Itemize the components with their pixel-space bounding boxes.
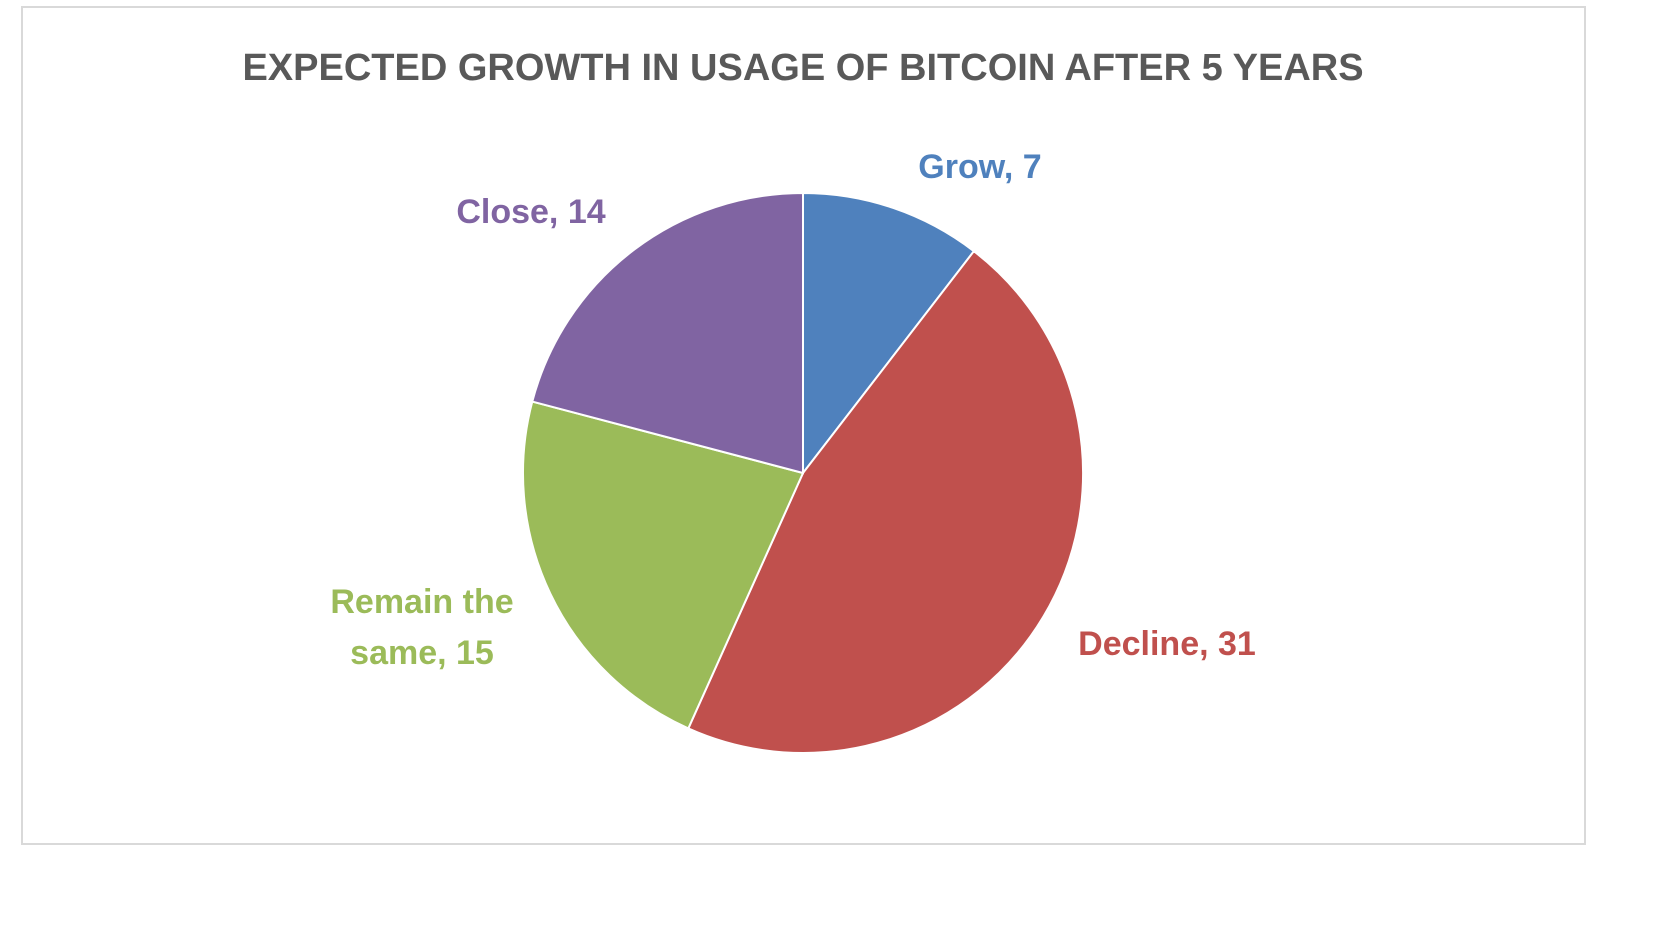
data-label-decline: Decline, 31 [1078,625,1256,663]
data-label-line: Grow, 7 [918,148,1041,186]
chart-title: EXPECTED GROWTH IN USAGE OF BITCOIN AFTE… [242,47,1363,89]
data-label-remain-the-same: Remain the same, 15 [330,583,513,672]
data-label-line: Remain the [330,583,513,621]
pie-slice-remain-the-same [522,400,805,730]
pie-slice-close [531,191,804,475]
pie-slice-grow [802,191,976,476]
data-label-grow: Grow, 7 [918,148,1041,186]
data-label-line: Close, 14 [456,193,605,231]
data-label-line: same, 15 [350,634,494,672]
pie-slice-decline [686,249,1084,754]
pie-slices [522,191,1084,754]
pie-data-labels: Grow, 7 Decline, 31 Remain the same, 15 Clos… [330,148,1255,672]
data-label-line: Decline, 31 [1078,625,1256,663]
data-label-close: Close, 14 [456,193,605,231]
